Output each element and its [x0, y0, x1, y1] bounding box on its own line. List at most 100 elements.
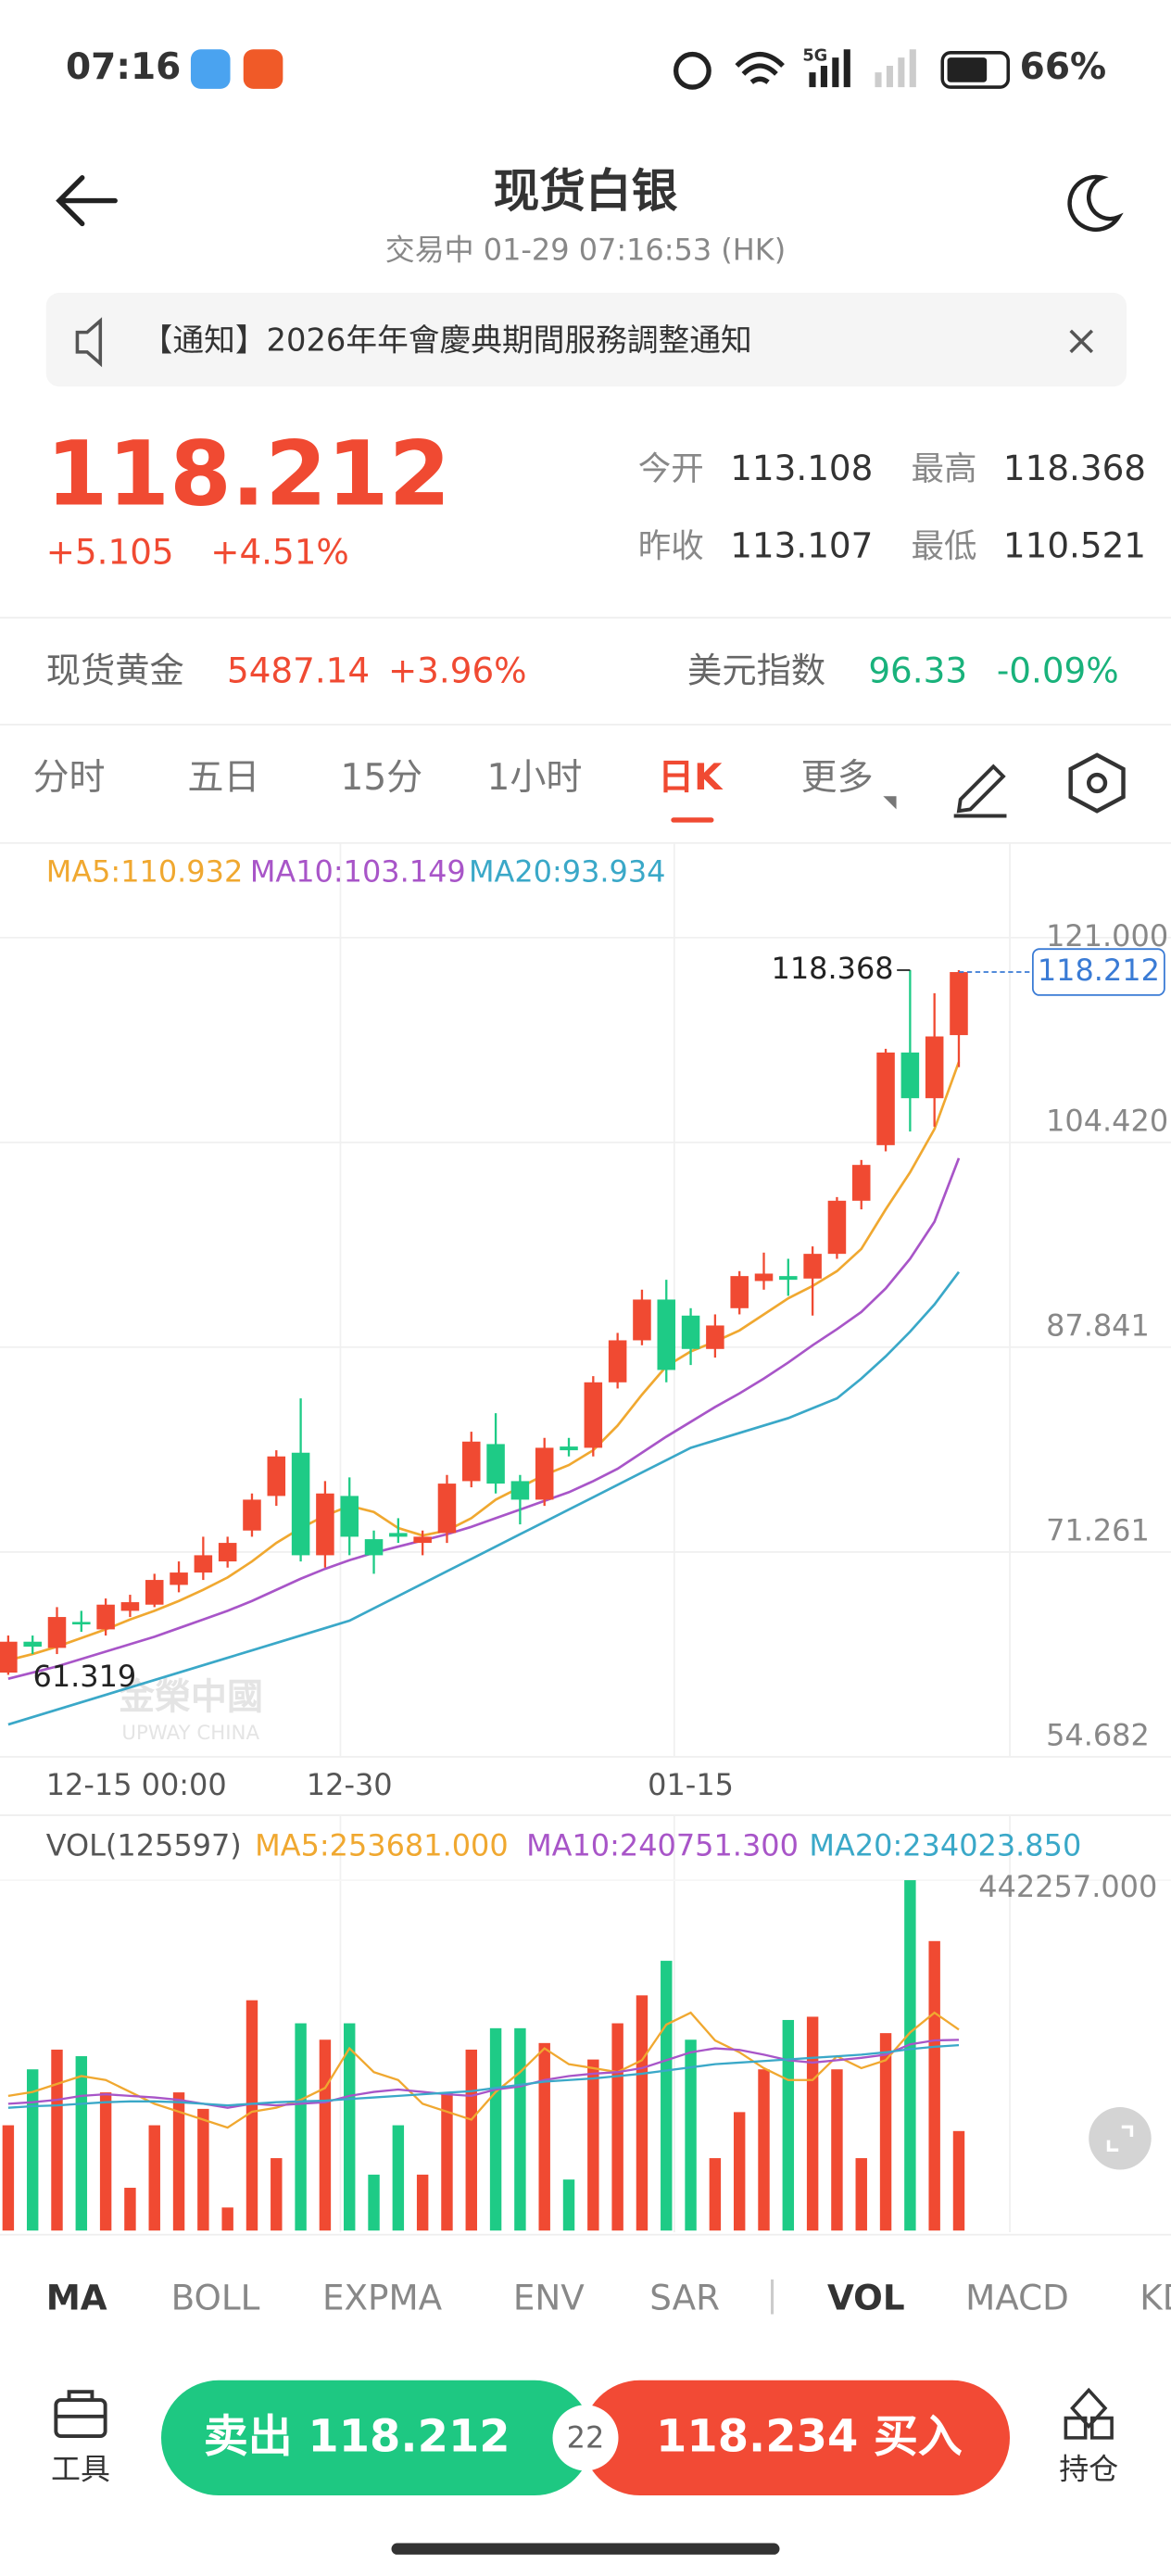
indicator-tab[interactable]: KD — [1140, 2277, 1171, 2317]
period-tab-active[interactable]: 日K — [658, 757, 724, 799]
legend-entry: MA10:240751.300 — [526, 1828, 799, 1863]
candle-body — [389, 1533, 408, 1537]
indicator-tab-active[interactable]: MA — [46, 2277, 107, 2317]
tools-button[interactable]: 工具 — [51, 2451, 110, 2486]
candle-body — [194, 1555, 213, 1573]
candle-body — [633, 1299, 651, 1341]
stat-label: 最低 — [912, 527, 977, 565]
candle-body — [657, 1299, 676, 1370]
legend-entry: MA20:93.934 — [469, 854, 666, 890]
buy-button[interactable] — [582, 2380, 1011, 2496]
candle-body — [72, 1622, 91, 1625]
volume-bar — [148, 2125, 160, 2231]
candle-body — [340, 1496, 359, 1537]
volume-bar — [562, 2179, 575, 2231]
indicator-tab-active[interactable]: VOL — [827, 2277, 905, 2317]
buy-label: 118.234 买入 — [656, 2412, 963, 2463]
indicator-separator: | — [766, 2274, 778, 2316]
price-percent: +4.51% — [210, 532, 349, 573]
tools-icon — [56, 2390, 106, 2418]
page-title: 现货白银 — [494, 164, 678, 218]
sell-label: 卖出 118.212 — [204, 2412, 510, 2463]
volume-bar — [344, 2023, 356, 2231]
settings-button[interactable] — [1068, 752, 1126, 814]
volume-bar — [758, 2069, 770, 2231]
candle-body — [316, 1493, 334, 1556]
volume-bar — [587, 2059, 599, 2231]
volume-bar — [831, 2069, 843, 2231]
x-tick-label: 01-15 — [648, 1767, 734, 1802]
y-tick-label: 121.000 — [1046, 918, 1168, 953]
volume-bar — [855, 2158, 867, 2231]
candle-body — [145, 1580, 164, 1605]
related-value: 96.33 — [868, 650, 967, 691]
ma-line — [7, 1157, 961, 1681]
volume-bar — [709, 2158, 722, 2231]
candle-body — [730, 1276, 749, 1308]
candle-body — [876, 1052, 895, 1145]
tab-underline — [671, 817, 714, 823]
back-button[interactable] — [56, 175, 118, 227]
volume-ma-line — [7, 2039, 960, 2109]
divider — [0, 724, 1171, 726]
legend-entry: MA10:103.149 — [250, 854, 466, 890]
volume-bar — [514, 2027, 526, 2231]
period-tab[interactable]: 五日 — [187, 757, 259, 799]
kline-chart: 121.000 104.420 87.841 71.261 54.682 12-15 00… — [0, 843, 1171, 1802]
position-button[interactable]: 持仓 — [1059, 2451, 1118, 2486]
divider — [0, 841, 1171, 844]
settings-icon — [1087, 772, 1108, 794]
volume-bar — [928, 1940, 940, 2231]
volume-bar — [538, 2042, 550, 2231]
indicator-tab[interactable]: SAR — [649, 2277, 720, 2317]
stat-label: 今开 — [638, 450, 704, 488]
page-subtitle: 交易中 01-29 07:16:53 (HK) — [385, 233, 786, 268]
period-tab[interactable]: 分时 — [33, 757, 106, 799]
signal-icon — [875, 49, 916, 88]
candle-body — [560, 1446, 578, 1451]
candle-body — [96, 1604, 115, 1630]
legend-entry: MA5:253681.000 — [255, 1828, 509, 1863]
candle-body — [23, 1641, 42, 1648]
alarm-icon — [673, 51, 711, 90]
network-label: 5G — [802, 46, 827, 65]
volume-bar — [51, 2049, 63, 2231]
notice-close[interactable] — [1069, 329, 1094, 354]
candle-body — [706, 1325, 724, 1349]
draw-button[interactable] — [953, 764, 1007, 818]
volume-bar — [2, 2125, 15, 2231]
theme-button[interactable] — [1067, 174, 1124, 232]
last-price-label: 118.212 — [1038, 953, 1160, 988]
volume-bar — [416, 2174, 429, 2231]
last-price-box — [1031, 948, 1165, 996]
notice-bar[interactable] — [45, 292, 1127, 387]
period-tab[interactable]: 更多 — [801, 757, 874, 799]
related-name[interactable]: 美元指数 — [687, 650, 825, 691]
period-tab[interactable]: 15分 — [340, 757, 422, 799]
y-tick-label: 54.682 — [1046, 1718, 1150, 1753]
volume-bar — [221, 2207, 233, 2231]
volume-bar — [782, 2019, 795, 2231]
divider — [0, 616, 1171, 619]
related-name[interactable]: 现货黄金 — [46, 650, 184, 691]
volume-ma-line — [7, 2011, 960, 2129]
period-tab[interactable]: 1小时 — [486, 757, 582, 799]
related-change: -0.09% — [997, 650, 1119, 691]
indicator-tab[interactable]: ENV — [513, 2277, 585, 2317]
volume-bar — [26, 2069, 39, 2231]
watermark: 金榮中國 — [118, 1676, 263, 1718]
app-icon — [190, 49, 231, 89]
battery-icon — [940, 51, 1011, 89]
sell-button[interactable] — [160, 2380, 593, 2496]
expand-button[interactable] — [1089, 2107, 1152, 2170]
candle-body — [608, 1340, 627, 1383]
indicator-tab[interactable]: EXPMA — [322, 2277, 443, 2317]
candle-body — [462, 1441, 481, 1482]
volume-bar — [733, 2112, 746, 2231]
volume-bar — [685, 2039, 697, 2231]
divider — [0, 2233, 1171, 2236]
candle-body — [170, 1572, 188, 1585]
indicator-tab[interactable]: BOLL — [171, 2277, 260, 2317]
indicator-tab[interactable]: MACD — [965, 2277, 1069, 2317]
